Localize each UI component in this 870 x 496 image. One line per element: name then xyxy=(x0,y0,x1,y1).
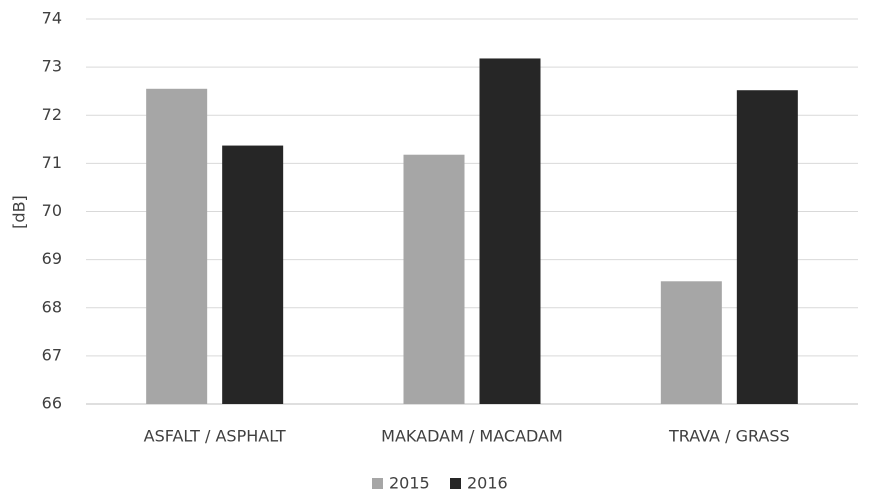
y-tick-label: 70 xyxy=(42,201,62,220)
bar-2015-3 xyxy=(660,281,722,404)
x-category-label: ASFALT / ASPHALT xyxy=(144,427,286,446)
bar-2016-2 xyxy=(479,58,541,405)
legend-label-2016: 2016 xyxy=(467,474,508,493)
x-category-label: TRAVA / GRASS xyxy=(668,427,790,446)
bar-2015-1 xyxy=(146,88,208,404)
y-tick-label: 73 xyxy=(42,57,62,76)
y-tick-label: 69 xyxy=(42,249,62,268)
y-axis-ticks: 66 67 68 69 70 71 72 73 74 xyxy=(42,9,62,413)
y-tick-label: 71 xyxy=(42,153,62,172)
y-tick-label: 66 xyxy=(42,394,62,413)
bars xyxy=(146,58,798,405)
legend: 2015 2016 xyxy=(372,474,508,493)
y-tick-label: 68 xyxy=(42,297,62,316)
legend-label-2015: 2015 xyxy=(389,474,430,493)
x-axis-categories: ASFALT / ASPHALT MAKADAM / MACADAM TRAVA /… xyxy=(144,427,790,446)
legend-swatch-2016 xyxy=(450,478,461,489)
bar-2016-3 xyxy=(736,90,798,404)
bar-2015-2 xyxy=(403,154,465,404)
bar-2016-1 xyxy=(222,145,284,404)
x-category-label: MAKADAM / MACADAM xyxy=(381,427,563,446)
legend-swatch-2015 xyxy=(372,478,383,489)
y-tick-label: 74 xyxy=(42,9,62,28)
y-tick-label: 67 xyxy=(42,345,62,364)
y-axis-title: [dB] xyxy=(10,195,29,229)
gridlines xyxy=(86,18,858,405)
y-tick-label: 72 xyxy=(42,105,62,124)
